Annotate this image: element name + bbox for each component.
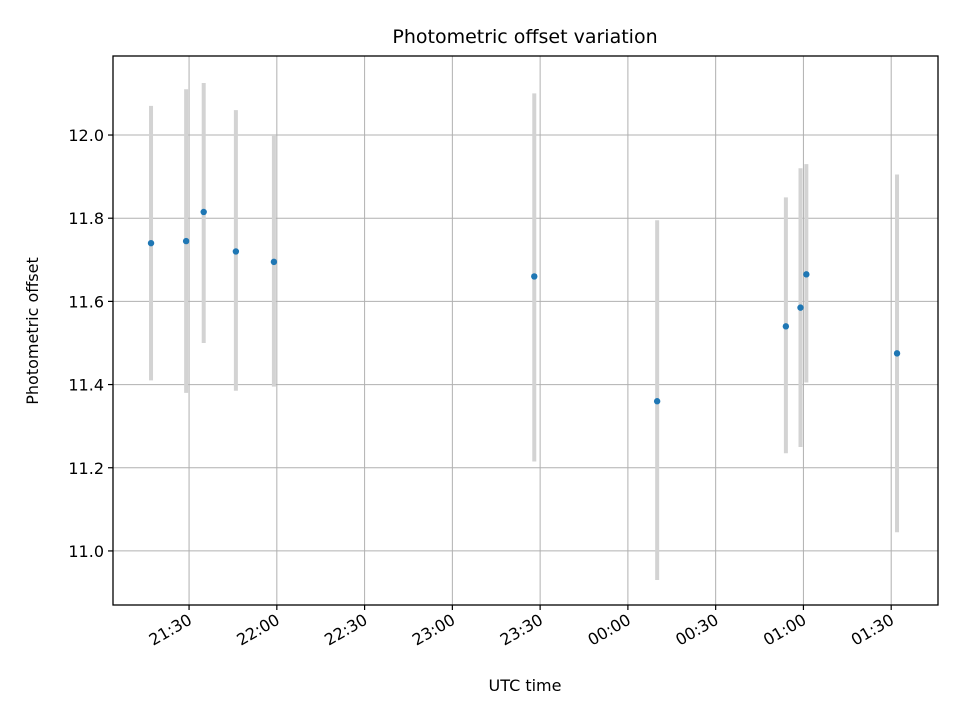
- data-point: [803, 271, 810, 278]
- x-tick-label: 00:30: [672, 610, 721, 650]
- x-axis-ticks: 21:30 22:00 22:30 23:00 23:30 00:00 00:30 01:00…: [146, 605, 897, 650]
- x-tick-label: 01:00: [760, 610, 809, 650]
- y-axis-label: Photometric offset: [23, 257, 42, 405]
- error-bars: [149, 83, 900, 581]
- chart-title: Photometric offset variation: [392, 26, 657, 48]
- data-point: [797, 304, 804, 311]
- y-tick-label: 12.0: [68, 126, 104, 145]
- y-tick-label: 11.6: [68, 292, 104, 311]
- data-point: [200, 208, 207, 216]
- x-tick-label: 22:00: [233, 610, 282, 650]
- y-tick-label: 11.0: [68, 542, 104, 561]
- y-axis-ticks: 11.0 11.2 11.4 11.6 11.8 12.0: [68, 126, 113, 561]
- y-tick-label: 11.4: [68, 376, 104, 395]
- x-tick-label: 23:30: [497, 610, 546, 650]
- x-axis-label: UTC time: [489, 676, 562, 695]
- data-point: [270, 258, 278, 266]
- data-point: [782, 323, 790, 330]
- x-tick-label: 22:30: [321, 610, 370, 650]
- data-point: [182, 237, 190, 245]
- data-point: [893, 350, 901, 357]
- data-point: [653, 398, 661, 405]
- x-tick-label: 01:30: [848, 610, 897, 650]
- y-tick-label: 11.8: [68, 209, 104, 228]
- data-point: [147, 239, 155, 247]
- data-point: [232, 248, 240, 255]
- x-tick-label: 21:30: [146, 610, 195, 650]
- y-tick-label: 11.2: [68, 459, 104, 478]
- data-point: [531, 273, 538, 280]
- x-tick-label: 00:00: [584, 610, 633, 650]
- x-tick-label: 23:00: [409, 610, 458, 650]
- plot-frame: [112, 55, 939, 606]
- data-points: [147, 208, 901, 405]
